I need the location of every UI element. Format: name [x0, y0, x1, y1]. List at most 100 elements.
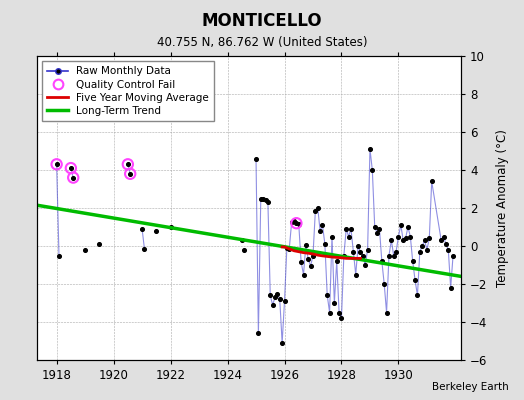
Point: [397, 222, 405, 228]
Point: [240, 246, 248, 253]
Point: [271, 294, 279, 300]
Point: [437, 237, 445, 244]
Point: [356, 248, 365, 255]
Legend: Raw Monthly Data, Quality Control Fail, Five Year Moving Average, Long-Term Tren: Raw Monthly Data, Quality Control Fail, …: [42, 61, 214, 121]
Point: [378, 258, 386, 264]
Text: MONTICELLO: MONTICELLO: [202, 12, 322, 30]
Point: [266, 292, 275, 298]
Point: [69, 174, 78, 181]
Text: Berkeley Earth: Berkeley Earth: [432, 382, 508, 392]
Text: 40.755 N, 86.762 W (United States): 40.755 N, 86.762 W (United States): [157, 36, 367, 49]
Point: [299, 271, 308, 278]
Point: [383, 309, 391, 316]
Point: [282, 245, 291, 251]
Point: [297, 259, 305, 265]
Point: [304, 256, 312, 262]
Point: [52, 161, 61, 168]
Point: [385, 252, 393, 259]
Point: [347, 226, 355, 232]
Point: [325, 309, 334, 316]
Point: [392, 248, 400, 255]
Point: [333, 258, 341, 264]
Point: [288, 219, 296, 226]
Point: [167, 224, 175, 230]
Point: [126, 170, 134, 177]
Point: [323, 292, 331, 298]
Point: [418, 243, 427, 249]
Point: [335, 309, 343, 316]
Point: [285, 246, 293, 252]
Point: [413, 292, 422, 298]
Point: [406, 233, 414, 240]
Point: [81, 246, 89, 253]
Point: [278, 340, 286, 346]
Point: [380, 281, 388, 287]
Point: [124, 161, 132, 168]
Point: [292, 220, 301, 226]
Point: [276, 296, 284, 302]
Point: [375, 226, 384, 232]
Point: [309, 252, 317, 259]
Point: [394, 233, 402, 240]
Point: [280, 298, 289, 304]
Point: [446, 285, 455, 291]
Point: [337, 315, 346, 322]
Point: [261, 197, 270, 204]
Point: [444, 246, 453, 253]
Point: [259, 195, 267, 202]
Point: [311, 208, 320, 214]
Point: [95, 241, 104, 247]
Point: [318, 222, 326, 228]
Point: [401, 235, 410, 242]
Point: [316, 228, 324, 234]
Point: [328, 233, 336, 240]
Point: [425, 235, 433, 242]
Point: [404, 224, 412, 230]
Point: [55, 252, 63, 259]
Point: [439, 233, 447, 240]
Point: [302, 242, 310, 248]
Point: [152, 228, 160, 234]
Point: [321, 241, 329, 247]
Point: [366, 146, 374, 152]
Point: [428, 178, 436, 185]
Y-axis label: Temperature Anomaly (°C): Temperature Anomaly (°C): [496, 129, 509, 287]
Point: [237, 237, 246, 244]
Point: [124, 161, 132, 168]
Point: [138, 226, 146, 232]
Point: [387, 237, 396, 244]
Point: [411, 277, 419, 283]
Point: [292, 220, 301, 226]
Point: [252, 156, 260, 162]
Point: [349, 248, 357, 255]
Point: [389, 252, 398, 259]
Point: [264, 199, 272, 206]
Point: [352, 271, 360, 278]
Point: [368, 167, 377, 173]
Point: [342, 226, 351, 232]
Point: [52, 161, 61, 168]
Point: [340, 252, 348, 259]
Point: [294, 221, 303, 227]
Point: [416, 248, 424, 255]
Point: [449, 252, 457, 259]
Point: [354, 243, 362, 249]
Point: [373, 230, 381, 236]
Point: [290, 218, 298, 224]
Point: [67, 165, 75, 171]
Point: [126, 170, 134, 177]
Point: [358, 252, 367, 259]
Point: [313, 205, 322, 211]
Point: [273, 290, 281, 297]
Point: [344, 233, 353, 240]
Point: [69, 174, 78, 181]
Point: [364, 246, 372, 253]
Point: [257, 195, 265, 202]
Point: [140, 246, 149, 252]
Point: [361, 262, 369, 268]
Point: [307, 263, 315, 269]
Point: [442, 241, 450, 247]
Point: [254, 330, 263, 336]
Point: [399, 237, 407, 244]
Point: [409, 258, 417, 264]
